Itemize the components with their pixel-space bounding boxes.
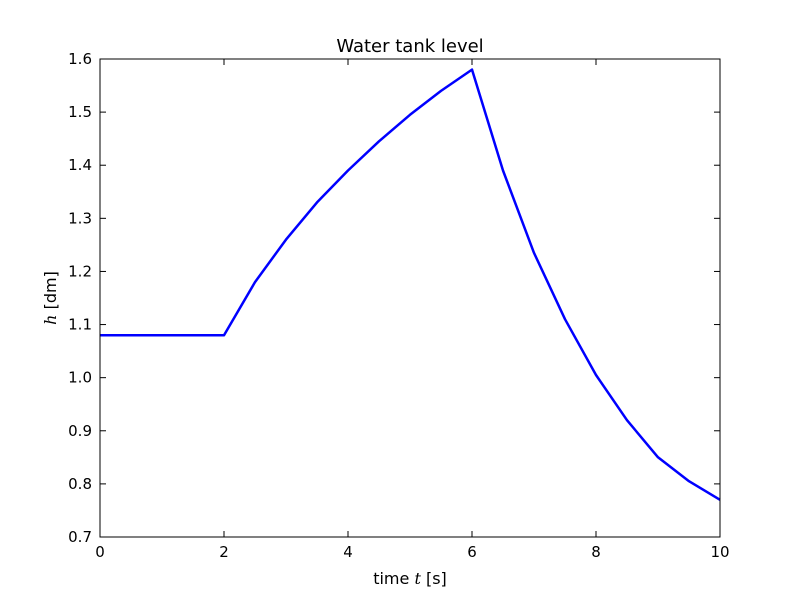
y-tick-label: 0.9 xyxy=(68,422,92,440)
y-tick-label: 1.6 xyxy=(68,50,92,68)
y-tick-label: 1.3 xyxy=(68,209,92,227)
x-tick-label: 8 xyxy=(591,543,601,561)
y-tick-label: 0.8 xyxy=(68,475,92,493)
tick-layer: 0 2 4 6 8 10 0.7 0.8 0.9 1.0 1.1 1.2 1.3 1.4 1.5 1.6 xyxy=(68,50,729,561)
y-axis-label: h [dm] xyxy=(41,271,60,325)
plot-frame xyxy=(99,58,721,538)
y-tick-label: 1.5 xyxy=(68,103,92,121)
x-axis-label: time t [s] xyxy=(373,569,447,588)
y-tick-label: 1.2 xyxy=(68,262,92,280)
x-tick-label: 4 xyxy=(343,543,353,561)
y-tick-label: 0.7 xyxy=(68,528,92,546)
x-tick-label: 6 xyxy=(467,543,477,561)
plot-area xyxy=(100,59,720,537)
chart-title: Water tank level xyxy=(336,36,483,57)
y-tick-label: 1.1 xyxy=(68,316,92,334)
series-layer xyxy=(100,68,721,501)
y-tick-label: 1.0 xyxy=(68,369,92,387)
x-tick-label: 2 xyxy=(219,543,229,561)
x-tick-label: 10 xyxy=(710,543,729,561)
y-tick-label: 1.4 xyxy=(68,156,92,174)
series-line xyxy=(100,68,721,501)
x-tick-label: 0 xyxy=(95,543,105,561)
